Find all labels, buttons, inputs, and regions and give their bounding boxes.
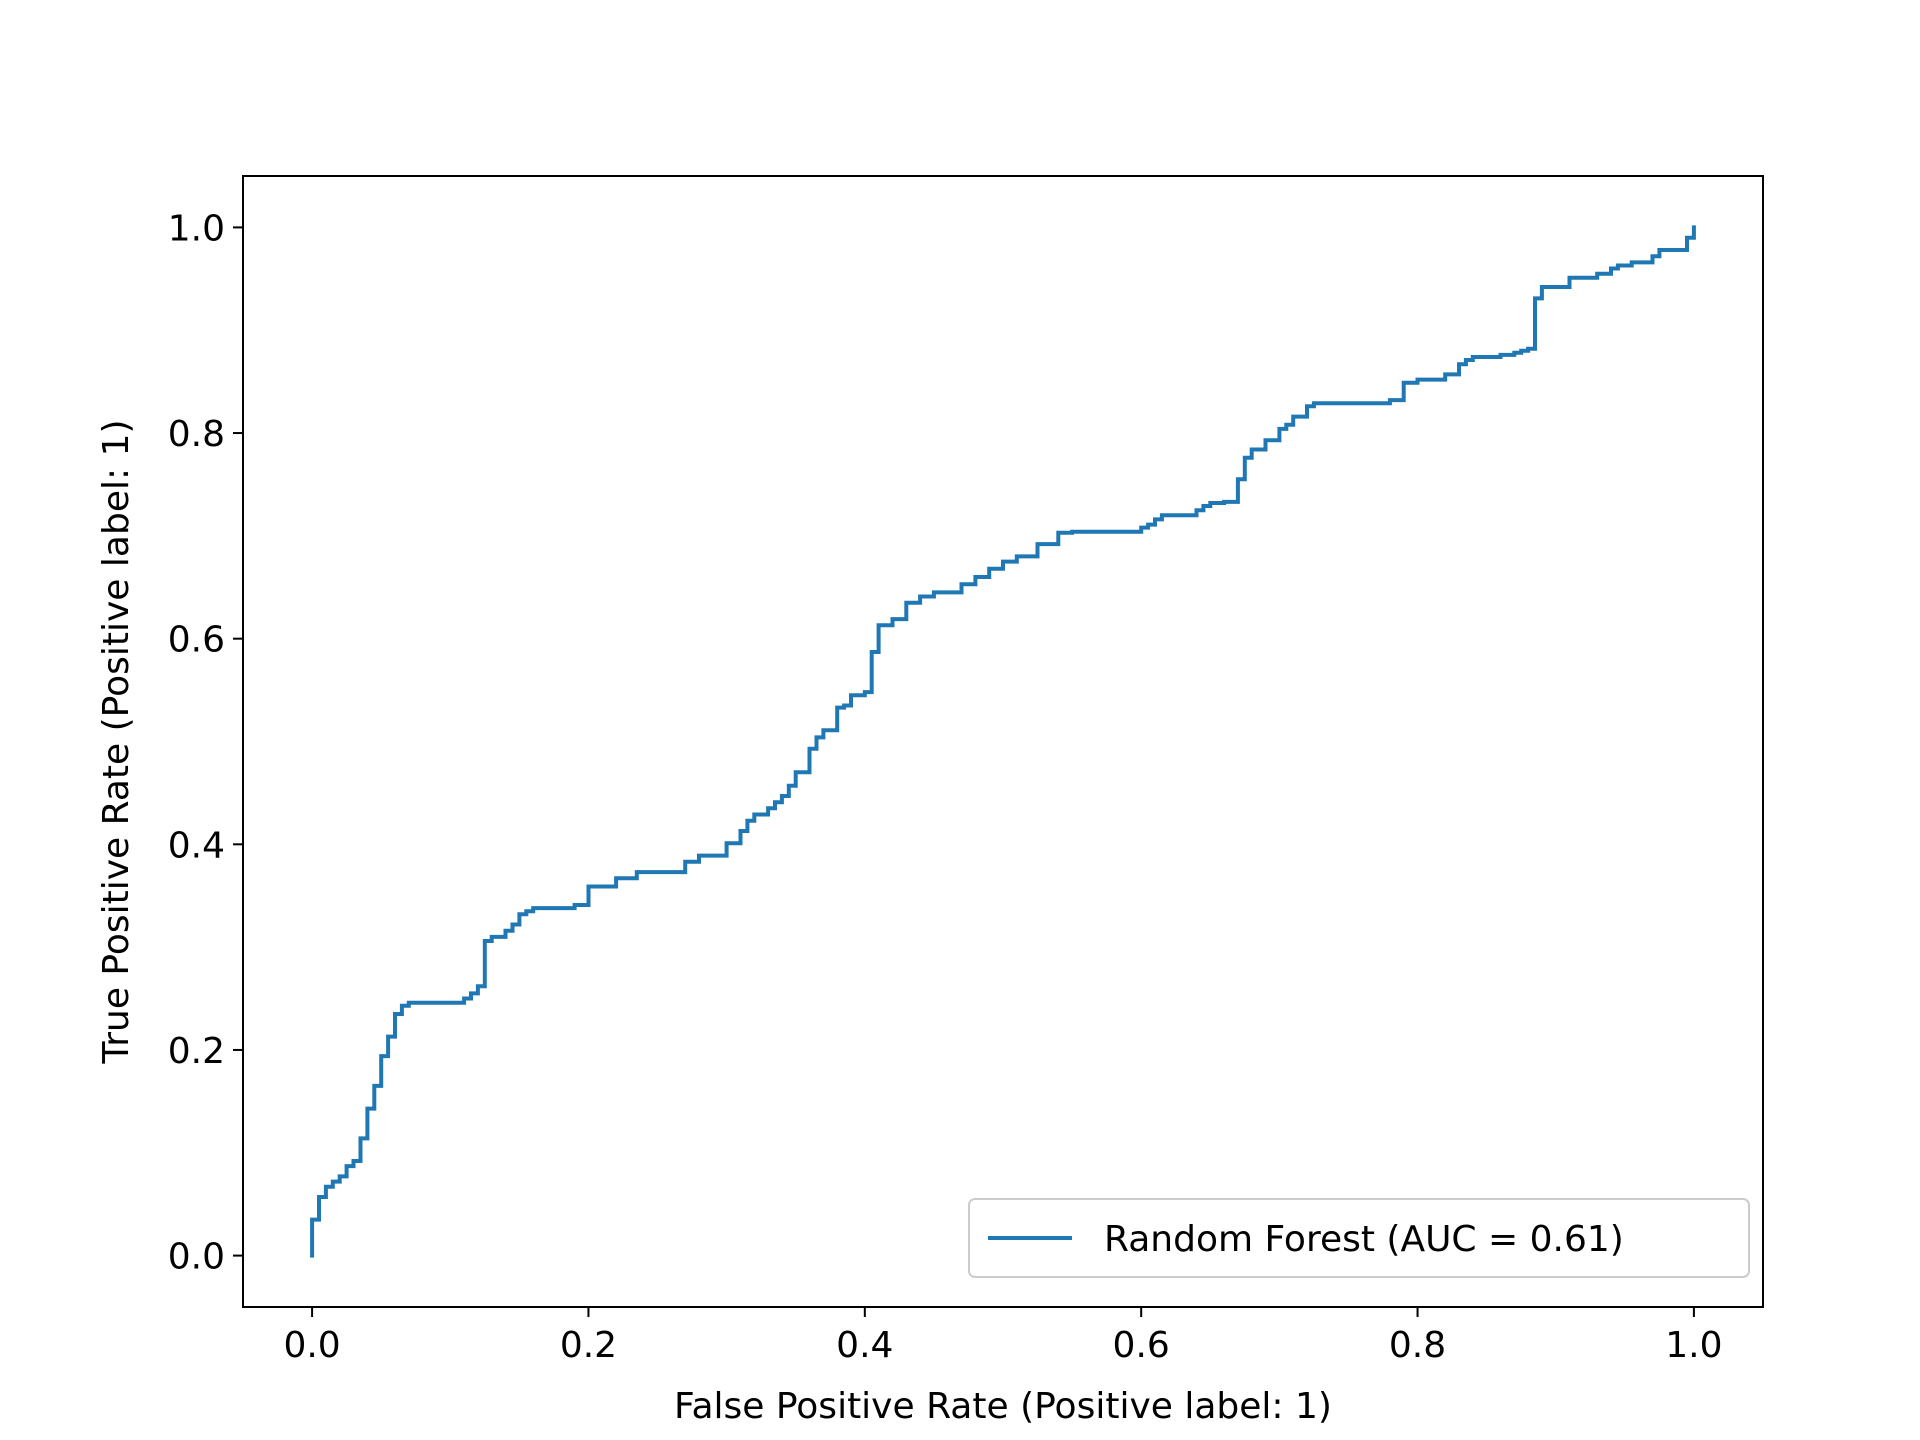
x-tick-label: 0.8 bbox=[1389, 1325, 1446, 1366]
x-tick-label: 0.4 bbox=[836, 1325, 893, 1366]
x-axis-label: False Positive Rate (Positive label: 1) bbox=[674, 1386, 1332, 1427]
plot-area-frame bbox=[242, 175, 1764, 1308]
legend: Random Forest (AUC = 0.61) bbox=[968, 1198, 1750, 1278]
x-axis: 0.0 0.2 0.4 0.6 0.8 1.0 bbox=[283, 1307, 1723, 1366]
y-tick-label: 0.0 bbox=[168, 1237, 225, 1278]
y-tick-label: 0.4 bbox=[168, 825, 225, 866]
y-axis-label: True Positive Rate (Positive label: 1) bbox=[96, 420, 137, 1065]
y-tick-label: 0.6 bbox=[168, 620, 225, 661]
x-tick-label: 1.0 bbox=[1665, 1325, 1722, 1366]
y-axis: 0.0 0.2 0.4 0.6 0.8 1.0 bbox=[168, 208, 243, 1278]
y-tick-label: 1.0 bbox=[168, 208, 225, 249]
y-tick-label: 0.2 bbox=[168, 1031, 225, 1072]
y-tick-label: 0.8 bbox=[168, 414, 225, 455]
legend-box bbox=[968, 1198, 1750, 1278]
x-tick-label: 0.2 bbox=[560, 1325, 617, 1366]
legend-label-random-forest: Random Forest (AUC = 0.61) bbox=[1104, 1219, 1624, 1260]
roc-curve-random-forest bbox=[310, 225, 1696, 1258]
x-tick-label: 0.0 bbox=[283, 1325, 340, 1366]
x-tick-label: 0.6 bbox=[1113, 1325, 1170, 1366]
